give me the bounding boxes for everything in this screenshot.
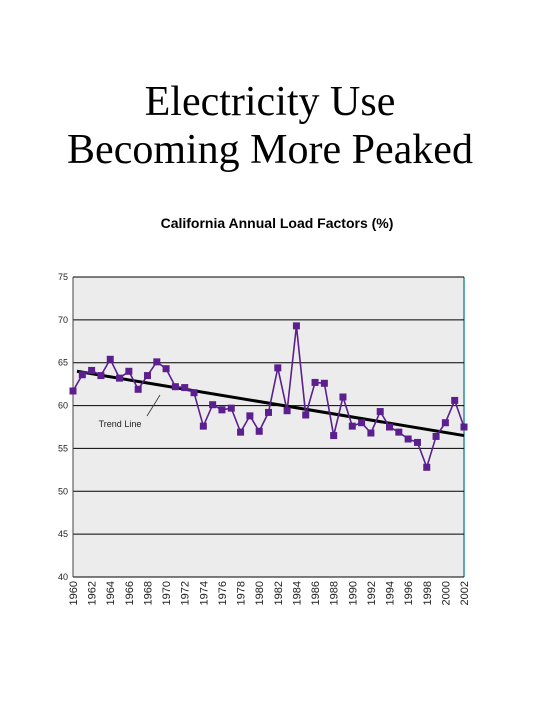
x-tick-label: 1972	[180, 581, 192, 605]
x-tick-label: 1990	[347, 581, 359, 605]
data-point	[413, 438, 421, 446]
x-tick-label: 1998	[422, 581, 434, 605]
y-tick-label: 70	[58, 315, 68, 325]
data-point	[255, 427, 263, 435]
data-point	[88, 366, 96, 374]
x-tick-label: 1980	[254, 581, 266, 605]
data-point	[311, 378, 319, 386]
slide-title-line-1: Electricity Use	[144, 79, 396, 125]
x-tick-label: 1970	[161, 581, 173, 605]
data-point	[209, 401, 217, 409]
y-tick-label: 65	[58, 358, 68, 368]
data-point	[441, 419, 449, 427]
data-point	[199, 422, 207, 430]
data-point	[451, 396, 459, 404]
data-point	[237, 428, 245, 436]
x-tick-label: 1982	[273, 581, 285, 605]
data-point	[125, 367, 133, 375]
data-point	[376, 408, 384, 416]
data-point	[69, 387, 77, 395]
x-tick-label: 1968	[142, 581, 154, 605]
data-point	[134, 385, 142, 393]
trend-line-leader	[146, 394, 161, 417]
slide-title-line-2: Becoming More Peaked	[67, 127, 473, 173]
y-tick-label: 40	[58, 572, 68, 582]
data-point	[78, 371, 86, 379]
x-tick-label: 1960	[68, 581, 80, 605]
x-tick-label: 1992	[366, 581, 378, 605]
data-point	[358, 419, 366, 427]
data-point	[348, 422, 356, 430]
data-point	[162, 365, 170, 373]
data-point	[404, 435, 412, 443]
x-tick-label: 1962	[87, 581, 99, 605]
data-point	[265, 408, 272, 416]
x-tick-label: 1996	[403, 581, 415, 605]
data-point	[227, 404, 235, 412]
x-tick-label: 1988	[329, 581, 341, 605]
x-tick-label: 1976	[217, 581, 229, 605]
data-point	[432, 432, 440, 440]
data-point	[423, 463, 431, 471]
data-point	[460, 423, 468, 431]
data-point	[320, 379, 328, 387]
x-tick-label: 2002	[459, 581, 471, 605]
chart-title: California Annual Load Factors (%)	[161, 215, 394, 231]
x-tick-label: 1978	[236, 581, 248, 605]
data-point	[171, 383, 179, 391]
y-tick-label: 55	[58, 443, 68, 453]
data-point	[330, 432, 338, 440]
data-point	[97, 372, 105, 380]
data-point	[190, 389, 198, 397]
trend-line-label: Trend Line	[99, 419, 142, 429]
y-tick-label: 75	[58, 272, 68, 282]
data-point	[106, 355, 114, 363]
x-tick-label: 1994	[385, 581, 397, 605]
data-point	[274, 364, 282, 372]
data-point	[246, 412, 254, 420]
data-point	[367, 429, 375, 437]
y-tick-label: 60	[58, 401, 68, 411]
plot-area	[73, 277, 464, 577]
data-point	[302, 411, 310, 419]
data-point	[386, 423, 394, 431]
data-point	[181, 384, 189, 392]
y-tick-label: 45	[58, 529, 68, 539]
x-tick-label: 2000	[440, 581, 452, 605]
data-point	[395, 428, 403, 436]
x-tick-label: 1984	[291, 581, 303, 605]
x-tick-label: 1974	[198, 581, 210, 605]
data-point	[153, 358, 161, 366]
data-point	[339, 393, 347, 401]
x-tick-label: 1966	[124, 581, 136, 605]
x-tick-label: 1964	[105, 581, 117, 605]
data-point	[218, 406, 226, 414]
slide-title: Electricity Use Becoming More Peaked	[0, 78, 540, 174]
data-point	[143, 372, 151, 380]
data-point	[292, 322, 300, 330]
data-point	[283, 407, 291, 415]
x-tick-label: 1986	[310, 581, 322, 605]
y-tick-label: 50	[58, 486, 68, 496]
data-point	[116, 374, 124, 382]
